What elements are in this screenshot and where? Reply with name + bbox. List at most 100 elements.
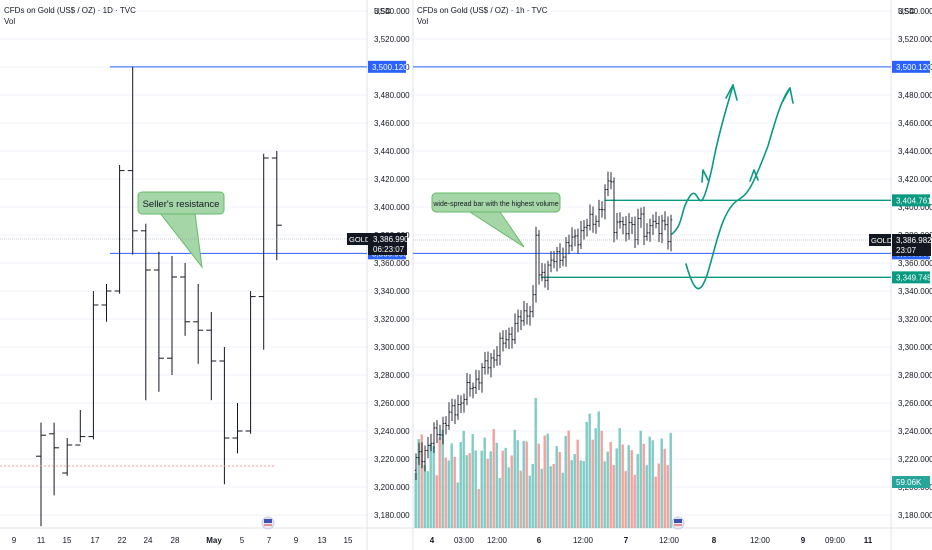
volume-bar — [519, 470, 522, 528]
volume-bar — [630, 450, 633, 528]
volume-bar — [648, 436, 651, 528]
right-symbol: GOLD — [871, 236, 893, 245]
volume-bar — [423, 464, 426, 528]
y-tick-label: 3,260.000 — [374, 399, 410, 408]
volume-value-tag — [892, 476, 930, 488]
y-tick-label: 3,460.000 — [374, 119, 410, 128]
y-tick-label: 3,540.000 — [898, 7, 932, 16]
left-event-flag[interactable] — [261, 516, 275, 530]
x-tick-label: May — [206, 536, 222, 545]
left-volume-indicator[interactable]: Vol — [4, 17, 15, 26]
volume-bar — [498, 478, 501, 528]
x-tick-label: 9 — [294, 536, 299, 545]
volume-bar — [504, 447, 507, 528]
volume-bar — [636, 454, 639, 528]
x-tick-label: 9 — [12, 536, 17, 545]
y-tick-label: 3,240.000 — [374, 427, 410, 436]
volume-bar — [606, 451, 609, 528]
right-countdown: 23:07 — [896, 246, 917, 255]
x-tick-label: 17 — [91, 536, 100, 545]
volume-bar — [657, 463, 660, 528]
volume-bar — [483, 437, 486, 528]
arrow-head-lower-1 — [782, 87, 794, 104]
volume-bar — [420, 434, 423, 528]
right-volume-indicator[interactable]: Vol — [417, 17, 428, 26]
right-currency-label: USD — [898, 7, 915, 16]
volume-bar — [495, 442, 498, 528]
volume-bar — [639, 430, 642, 528]
volume-bar — [633, 474, 636, 528]
x-tick-label: 28 — [171, 536, 180, 545]
projection-arrows[interactable] — [671, 84, 794, 290]
right-time-axis[interactable]: 4 03:00 12:00 6 12:00 7 12:00 8 12:00 9 09:00 11 — [430, 536, 873, 545]
callout-box — [137, 191, 225, 215]
arrow-head-lower-2 — [749, 169, 759, 182]
volume-bar — [651, 440, 654, 528]
volume-value: 59.06K — [896, 478, 922, 487]
volume-bar — [555, 446, 558, 528]
volume-bar — [537, 443, 540, 528]
volume-bar — [480, 450, 483, 528]
volume-bar — [528, 475, 531, 528]
y-tick-label: 3,280.000 — [898, 371, 932, 380]
x-tick-label: 11 — [37, 536, 46, 545]
y-tick-label: 3,180.000 — [374, 511, 410, 520]
volume-bar — [627, 445, 630, 528]
volume-bar — [582, 461, 585, 528]
volume-bar — [588, 413, 591, 528]
x-tick-label: 24 — [144, 536, 153, 545]
volume-bar — [669, 432, 672, 528]
right-event-flag[interactable] — [671, 516, 685, 530]
volume-bar — [585, 421, 588, 528]
volume-bar — [579, 460, 582, 528]
volume-bar — [567, 430, 570, 528]
y-tick-label: 3,220.000 — [898, 455, 932, 464]
x-tick-label: 15 — [63, 536, 72, 545]
projection-path-upper — [671, 84, 734, 235]
volume-bar — [666, 465, 669, 528]
right-level-3404-label: 3,404.761 — [896, 196, 932, 205]
volume-bar — [558, 452, 561, 528]
volume-bar — [441, 429, 444, 528]
y-tick-label: 3,540.000 — [374, 7, 410, 16]
left-price-tag — [368, 233, 407, 255]
y-tick-label: 3,360.000 — [374, 259, 410, 268]
volume-bar — [531, 463, 534, 528]
volume-bar — [615, 448, 618, 528]
volume-bar — [654, 476, 657, 528]
y-tick-label: 3,440.000 — [374, 147, 410, 156]
right-level-3500-label: 3,500.120 — [896, 63, 932, 72]
x-tick-label: 7 — [267, 536, 272, 545]
y-tick-label: 3,420.000 — [374, 175, 410, 184]
x-tick-label: 12:00 — [659, 536, 680, 545]
x-tick-label: 5 — [240, 536, 245, 545]
y-tick-label: 3,180.000 — [898, 511, 932, 520]
volume-bar — [624, 471, 627, 528]
volume-bar — [414, 473, 417, 528]
right-chart-title: CFDs on Gold (US$ / OZ) · 1h · TVC — [417, 6, 548, 15]
right-annotation-callout[interactable]: wide-spread bar with the highest volume — [431, 192, 561, 248]
volume-bar — [591, 439, 594, 528]
volume-bar — [465, 455, 468, 528]
volume-tag: 59.06K — [892, 476, 930, 488]
x-tick-label: 12:00 — [573, 536, 594, 545]
right-level-3500-label-box — [892, 60, 930, 73]
left-time-axis[interactable]: 9 11 15 17 22 24 28 May 5 7 9 13 15 — [12, 536, 353, 545]
right-last-price: 3,386.982 — [896, 236, 932, 245]
volume-bar — [576, 439, 579, 528]
right-level-3349-label: 3,349.745 — [896, 273, 932, 282]
flag-canton — [264, 519, 272, 523]
volume-bar — [645, 465, 648, 528]
x-tick-label: 6 — [537, 536, 542, 545]
x-tick-label: 9 — [801, 536, 806, 545]
volume-bar — [507, 467, 510, 528]
volume-bar — [573, 453, 576, 528]
y-tick-label: 3,300.000 — [898, 343, 932, 352]
x-tick-label: 12:00 — [487, 536, 508, 545]
left-annotation-callout[interactable]: Seller's resistance — [137, 191, 225, 269]
volume-bar — [561, 472, 564, 528]
volume-bar — [474, 450, 477, 528]
horizontal-levels[interactable] — [110, 66, 891, 279]
left-symbol: GOLD — [349, 235, 371, 244]
